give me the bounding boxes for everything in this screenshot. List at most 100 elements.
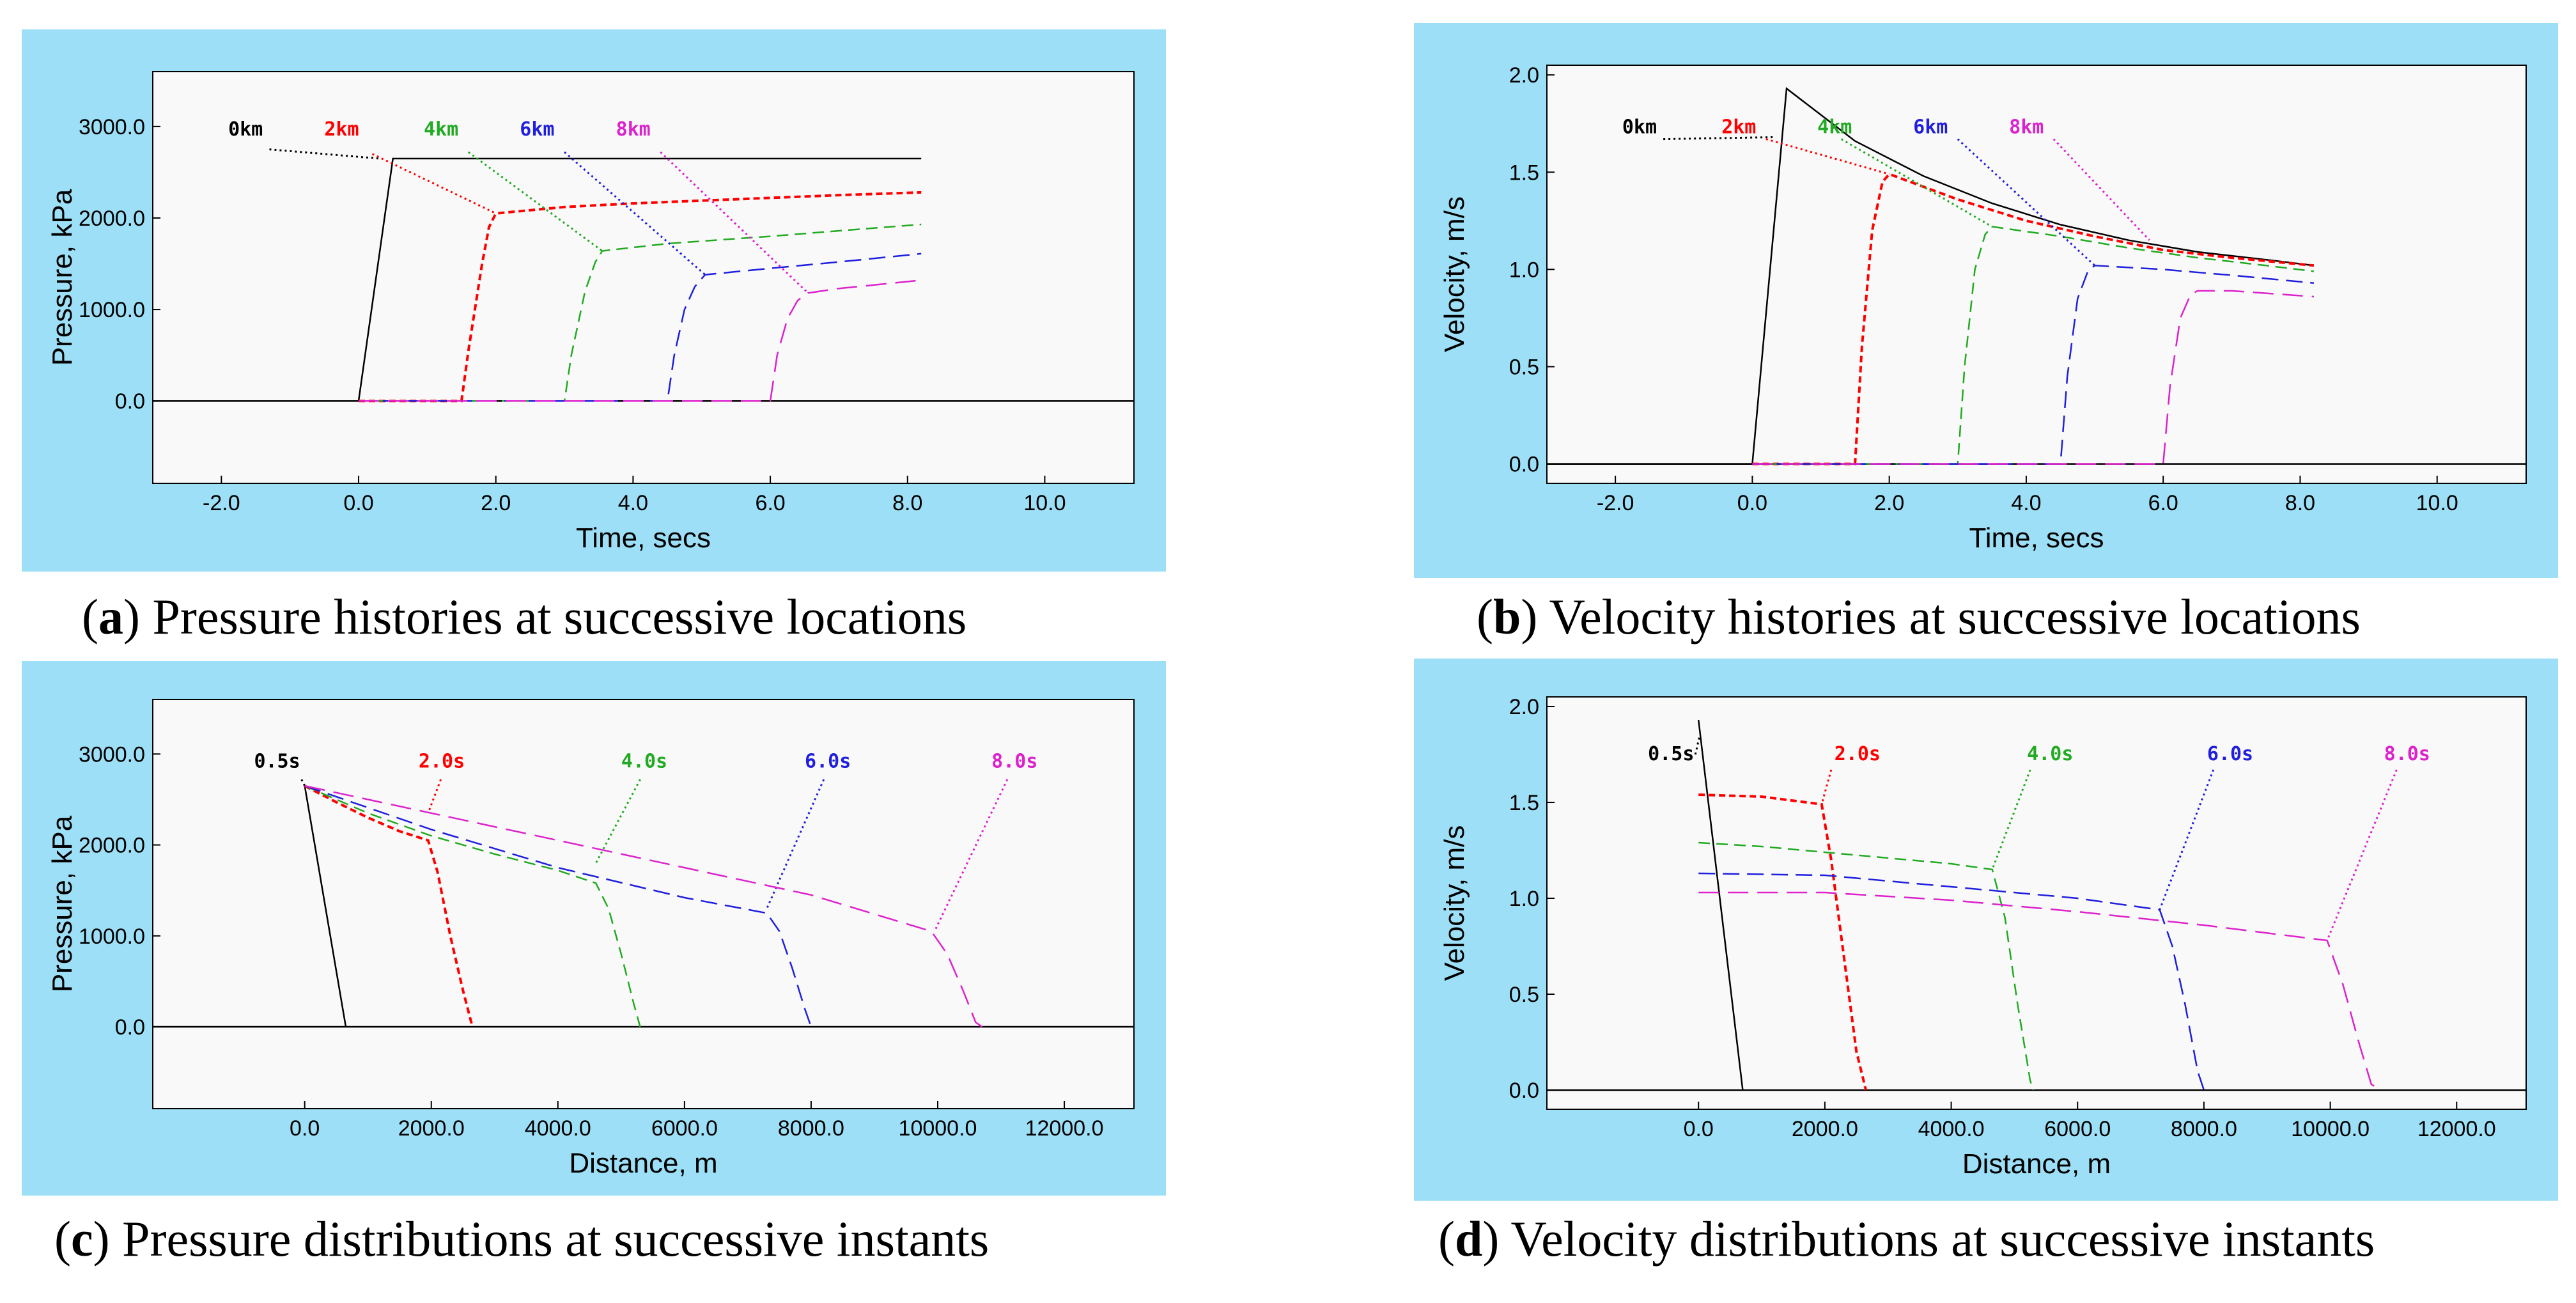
leader-line-0.5s — [300, 779, 306, 786]
curve-label-2.0s: 2.0s — [419, 751, 465, 773]
leader-line-2.0s — [1820, 769, 1833, 805]
y-tick-label: 0.0 — [1509, 1079, 1539, 1103]
x-tick-label: 6000.0 — [651, 1116, 718, 1141]
leader-line-4km — [1840, 138, 1993, 228]
x-tick-label: 0.0 — [290, 1116, 320, 1141]
y-axis-title: Velocity, m/s — [1439, 196, 1470, 352]
curve-label-6km: 6km — [520, 118, 554, 141]
y-tick-label: 1000.0 — [79, 298, 145, 322]
y-tick-label: 2000.0 — [79, 207, 145, 231]
x-tick-label: 0.0 — [343, 491, 373, 515]
series-line-8.0s — [304, 784, 983, 1028]
curve-label-8.0s: 8.0s — [2384, 743, 2430, 765]
y-tick-label: 0.0 — [1509, 453, 1539, 477]
y-tick-label: 1.0 — [1509, 258, 1539, 282]
curve-label-0km: 0km — [228, 118, 263, 141]
x-tick-label: 2.0 — [1874, 491, 1904, 515]
curve-label-0km: 0km — [1622, 116, 1657, 138]
curve-label-0.5s: 0.5s — [1648, 743, 1694, 765]
curve-label-2km: 2km — [1721, 116, 1756, 138]
series-line-0km — [1547, 87, 2315, 465]
x-tick-label: 10.0 — [1023, 491, 1066, 515]
y-axis-title: Pressure, kPa — [47, 189, 78, 366]
x-tick-label: 6.0 — [755, 491, 785, 515]
leader-line-4.0s — [594, 779, 641, 864]
curve-label-4.0s: 4.0s — [2027, 743, 2073, 765]
y-tick-label: 3000.0 — [79, 115, 145, 139]
curve-label-4km: 4km — [424, 118, 458, 141]
caption-c: (c) Pressure distributions at successive… — [54, 1211, 989, 1267]
x-tick-label: 8000.0 — [2171, 1117, 2237, 1141]
panel-b: -2.0 0.0 2.0 4.0 6.0 8.0 10.0 0.0 0.5 1.0 1.5 2.0 Ti… — [1414, 23, 2558, 578]
chart-d: 0.0 2000.0 4000.0 6000.0 8000.0 10000.0 12000.… — [1439, 695, 2527, 1180]
series-line-2.0s — [304, 784, 474, 1027]
x-tick-label: -2.0 — [1597, 491, 1634, 515]
series-line-8km — [1752, 290, 2314, 465]
series-line-6km — [359, 253, 922, 402]
x-tick-label: 10000.0 — [899, 1116, 977, 1141]
series-line-4km — [1752, 226, 2315, 465]
y-tick-label: 1000.0 — [79, 925, 145, 949]
y-tick-label: 1.5 — [1509, 791, 1539, 815]
series-line-8km — [359, 279, 922, 402]
chart-b: -2.0 0.0 2.0 4.0 6.0 8.0 10.0 0.0 0.5 1.0 1.5 2.0 Ti… — [1439, 63, 2527, 554]
leader-line-8.0s — [2326, 769, 2398, 941]
x-tick-label: 0.0 — [1684, 1117, 1714, 1141]
series-line-6.0s — [304, 784, 812, 1027]
series-line-2.0s — [1698, 793, 1868, 1091]
x-tick-label: 8.0 — [2285, 491, 2315, 515]
curve-label-0.5s: 0.5s — [254, 751, 300, 773]
caption-d: (d) Velocity distributions at successive… — [1438, 1211, 2375, 1267]
series-line-0.5s — [304, 785, 347, 1027]
series-line-2km — [1752, 172, 2315, 465]
leader-line-6km — [564, 151, 706, 276]
plot-area — [1546, 65, 2527, 484]
x-tick-label: 2.0 — [481, 491, 511, 515]
chart-c: 0.0 2000.0 4000.0 6000.0 8000.0 10000.0 12000.… — [47, 699, 1135, 1179]
leader-line-2km — [371, 153, 497, 215]
x-tick-label: 10000.0 — [2291, 1117, 2370, 1141]
x-tick-label: 6000.0 — [2044, 1117, 2111, 1141]
x-tick-label: 2000.0 — [1792, 1117, 1858, 1141]
series-line-6.0s — [1698, 872, 2205, 1091]
curve-label-8km: 8km — [2009, 116, 2044, 138]
panel-c: 0.0 2000.0 4000.0 6000.0 8000.0 10000.0 12000.… — [22, 661, 1166, 1196]
y-tick-label: 0.0 — [115, 1015, 145, 1040]
x-tick-label: 12000.0 — [2417, 1117, 2496, 1141]
caption-b: (b) Velocity histories at successive loc… — [1477, 589, 2361, 644]
x-tick-label: 8000.0 — [778, 1116, 844, 1141]
leader-line-8km — [660, 151, 809, 294]
y-tick-label: 0.0 — [115, 389, 145, 414]
x-tick-label: 12000.0 — [1025, 1116, 1104, 1141]
panel-d: 0.0 2000.0 4000.0 6000.0 8000.0 10000.0 12000.… — [1414, 659, 2558, 1201]
x-axis-title: Distance, m — [569, 1148, 717, 1179]
curve-label-4.0s: 4.0s — [621, 751, 667, 773]
panel-a: -2.0 0.0 2.0 4.0 6.0 8.0 10.0 0.0 1000.0 2000.0 30… — [22, 29, 1166, 572]
series-line-0km — [153, 157, 922, 402]
curve-label-6.0s: 6.0s — [2207, 743, 2253, 765]
x-tick-label: 4.0 — [618, 491, 648, 515]
leader-line-2km — [1765, 138, 1890, 175]
leader-line-6km — [1957, 138, 2096, 267]
x-tick-label: 4000.0 — [525, 1116, 591, 1141]
x-tick-label: 2000.0 — [398, 1116, 465, 1141]
y-tick-label: 0.5 — [1509, 983, 1539, 1007]
curve-label-6.0s: 6.0s — [805, 751, 851, 773]
x-tick-label: 0.0 — [1737, 491, 1767, 515]
leader-line-2.0s — [427, 779, 442, 814]
x-tick-label: 10.0 — [2416, 491, 2458, 515]
plot-area — [1546, 696, 2527, 1110]
y-tick-label: 0.5 — [1509, 355, 1539, 379]
series-line-8.0s — [1698, 891, 2382, 1091]
leader-line-4km — [467, 151, 603, 252]
plot-area — [152, 71, 1135, 484]
caption-a: (a) Pressure histories at successive loc… — [82, 589, 967, 644]
x-tick-label: 4000.0 — [1918, 1117, 1985, 1141]
chart-a: -2.0 0.0 2.0 4.0 6.0 8.0 10.0 0.0 1000.0 2000.0 30… — [47, 71, 1135, 554]
curve-label-2.0s: 2.0s — [1835, 743, 1881, 765]
y-tick-label: 3000.0 — [79, 742, 145, 767]
series-line-2km — [359, 191, 922, 403]
y-axis-title: Pressure, kPa — [47, 815, 78, 992]
series-line-4.0s — [304, 784, 641, 1027]
x-axis-title: Time, secs — [576, 522, 711, 554]
